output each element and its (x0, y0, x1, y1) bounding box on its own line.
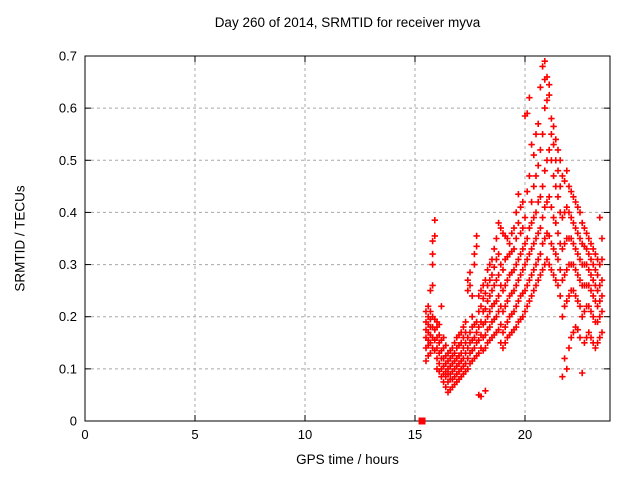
x-tick-label: 5 (191, 427, 198, 442)
x-tick-label: 10 (298, 427, 312, 442)
y-tick-label: 0.5 (59, 153, 77, 168)
y-tick-label: 0.2 (59, 309, 77, 324)
y-tick-label: 0 (70, 414, 77, 429)
x-tick-label: 20 (518, 427, 532, 442)
gridlines (85, 55, 610, 421)
axes-frame (84, 55, 611, 422)
x-axis-label: GPS time / hours (296, 452, 399, 467)
y-tick-label: 0.3 (59, 257, 77, 272)
srmtid-points (422, 58, 606, 400)
y-tick-label: 0.7 (59, 49, 77, 64)
x-tick-label: 15 (408, 427, 422, 442)
tick-labels: 0 5 10 15 20 0 0.1 0.2 0.3 0.4 0.5 0.6 0.7 (59, 49, 532, 443)
y-tick-label: 0.6 (59, 101, 77, 116)
y-tick-label: 0.4 (59, 205, 77, 220)
data-points (418, 58, 606, 425)
chart-title: Day 260 of 2014, SRMTID for receiver myv… (214, 15, 481, 30)
start-marker (418, 417, 426, 425)
x-tick-label: 0 (81, 427, 88, 442)
plot-border (84, 55, 611, 422)
y-tick-label: 0.1 (59, 361, 77, 376)
